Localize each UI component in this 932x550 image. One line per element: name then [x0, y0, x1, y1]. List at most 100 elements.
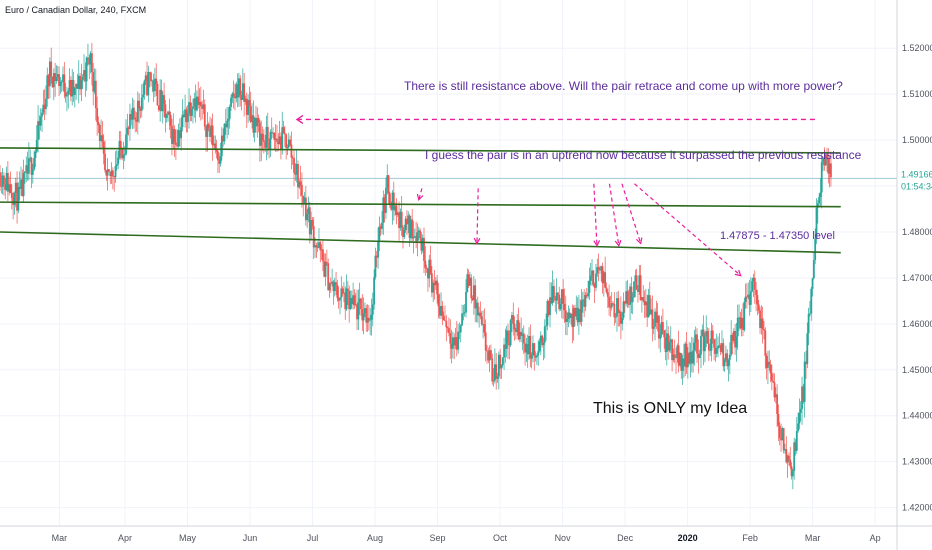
candle-body: [554, 298, 557, 301]
candle-body: [799, 408, 802, 413]
gridlines: [0, 0, 897, 526]
candle-body: [522, 333, 525, 344]
annotation-uptrend: I guess the pair is in an uptrend now be…: [425, 148, 862, 162]
candle-body: [742, 317, 744, 330]
candle-body: [469, 277, 471, 286]
candle-body: [319, 242, 322, 251]
candle-body: [360, 298, 362, 310]
support-resistance-line[interactable]: [0, 201, 841, 208]
candle-body: [76, 83, 79, 89]
candle-body: [364, 308, 366, 314]
countdown-label: 01:54:34: [901, 181, 932, 191]
candle-body: [746, 296, 748, 298]
candle-body: [404, 218, 407, 231]
dashed-arrow[interactable]: [418, 188, 423, 200]
candle-body: [676, 345, 679, 359]
candle-body: [151, 80, 154, 82]
candle-body: [625, 291, 628, 304]
support-resistance-line[interactable]: [0, 231, 841, 254]
candle-body: [152, 80, 155, 92]
candle-body: [10, 193, 13, 199]
candle-body: [654, 311, 656, 327]
support-resistance-line[interactable]: [0, 147, 841, 154]
x-tick-label: Feb: [742, 533, 758, 543]
candle-body: [681, 358, 684, 371]
candle-body: [100, 135, 102, 141]
candle-body: [472, 285, 475, 301]
candle-body: [743, 301, 746, 330]
candle-body: [77, 75, 80, 89]
candle-body: [781, 428, 784, 441]
candle-body: [247, 99, 249, 115]
candle-body: [416, 232, 419, 242]
candle-body: [240, 95, 243, 100]
candle-body: [672, 354, 675, 361]
candle-body: [88, 57, 91, 65]
candle-body: [466, 274, 469, 292]
candle-body: [814, 238, 817, 261]
candle-body: [639, 275, 642, 300]
candle-body: [809, 313, 811, 315]
annotation-resistance-above: There is still resistance above. Will th…: [404, 79, 843, 93]
candle-body: [219, 156, 222, 164]
candle-body: [445, 320, 448, 328]
candle-body: [113, 176, 116, 178]
candle-body: [56, 74, 59, 78]
candle-body: [816, 203, 819, 208]
candle-body: [87, 57, 89, 59]
dashed-arrow[interactable]: [476, 188, 479, 244]
candle-body: [210, 125, 213, 137]
candle-body: [148, 72, 151, 73]
candle-body: [525, 344, 528, 353]
candle-body: [461, 313, 463, 326]
candle-body: [67, 90, 70, 96]
candle-body: [532, 343, 534, 356]
dashed-arrow[interactable]: [634, 183, 742, 277]
x-axis[interactable]: Mar Apr May Jun Jul Aug Sep Oct Nov Dec 2020 Feb Mar…: [52, 533, 881, 543]
candle-body: [262, 140, 265, 142]
candle-body: [830, 163, 832, 178]
candle-body: [207, 124, 210, 129]
candle-body: [391, 192, 394, 210]
candle-body: [30, 157, 33, 175]
candle-body: [138, 100, 141, 109]
candle-body: [80, 79, 83, 90]
candle-body: [752, 277, 755, 282]
candle-body: [3, 175, 5, 185]
candle-body: [668, 342, 671, 351]
candle-body: [194, 98, 197, 111]
candle-body: [266, 126, 269, 142]
dashed-arrow[interactable]: [621, 183, 642, 244]
candle-body: [664, 337, 667, 353]
candle-body: [576, 307, 579, 323]
candle-body: [236, 84, 239, 98]
candle-body: [203, 104, 206, 127]
candle-body: [417, 230, 420, 233]
candle-body: [751, 281, 754, 292]
candle-body: [392, 192, 395, 211]
candle-body: [274, 138, 277, 140]
candle-body: [587, 292, 589, 297]
candle-body: [265, 126, 268, 148]
chart-title: Euro / Canadian Dollar, 240, FXCM: [5, 5, 146, 15]
candle-body: [117, 157, 120, 165]
candle-body: [827, 158, 830, 174]
candle-body: [220, 135, 223, 157]
candle-body: [608, 296, 610, 308]
candle-body: [189, 102, 192, 116]
y-tick-label: 1.42000: [902, 503, 932, 513]
candle-body: [31, 169, 34, 175]
candle-body: [732, 331, 735, 341]
x-tick-label: Mar: [52, 533, 68, 543]
candle-body: [159, 89, 162, 111]
dashed-arrow-head: [473, 237, 481, 245]
candle-body: [777, 413, 780, 426]
candle-body: [623, 301, 626, 304]
candle-body: [29, 157, 32, 159]
dashed-arrow[interactable]: [608, 183, 620, 246]
candle-body: [147, 72, 150, 96]
candle-body: [224, 123, 227, 128]
candle-body: [332, 281, 335, 292]
dashed-arrow[interactable]: [593, 183, 598, 246]
candle-body: [563, 303, 566, 311]
